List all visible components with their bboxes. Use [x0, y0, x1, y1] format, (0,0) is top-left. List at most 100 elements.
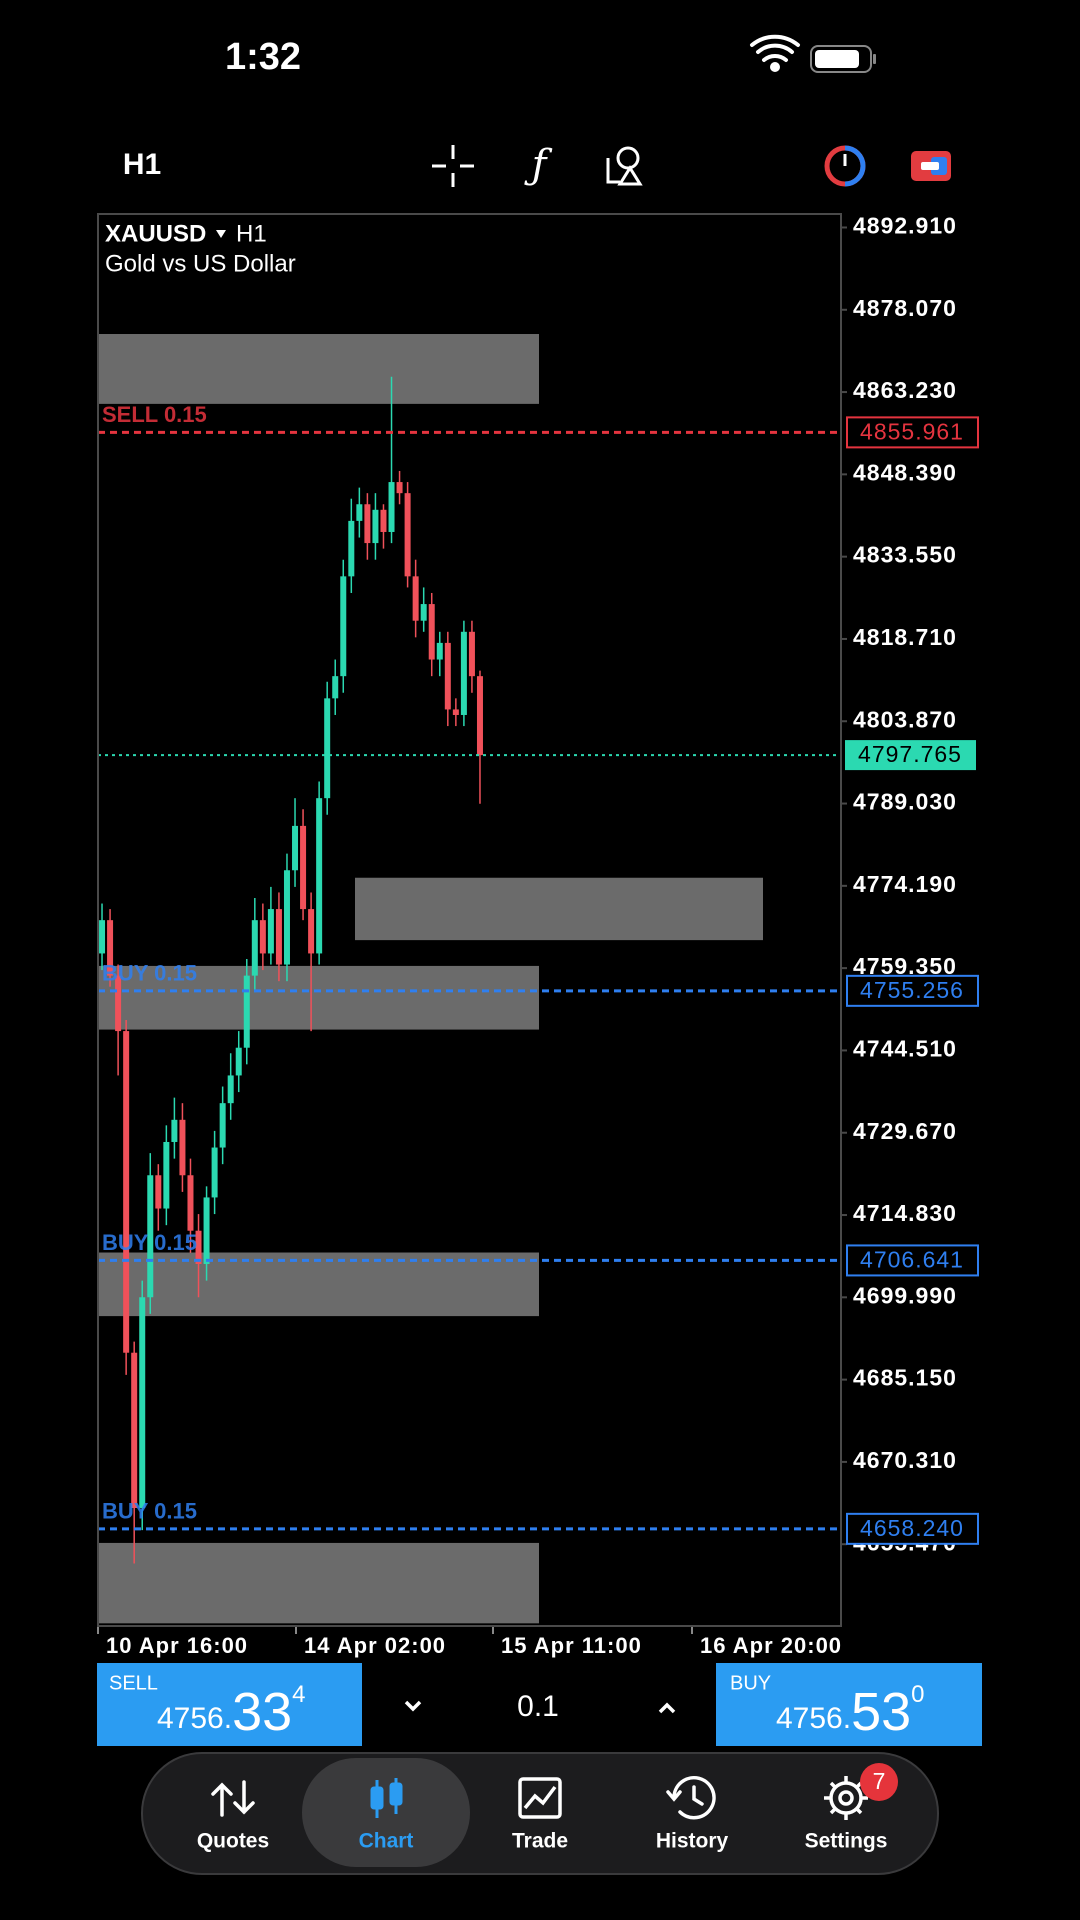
y-tick-label: 4818.710	[853, 624, 957, 650]
order-label: BUY 0.15	[102, 1499, 197, 1524]
battery-icon	[810, 45, 876, 73]
y-tick-label: 4744.510	[853, 1036, 957, 1062]
order-price-box	[846, 1512, 979, 1545]
candle-body	[388, 482, 395, 532]
order-label: BUY 0.15	[102, 1230, 197, 1255]
chart-timeframe: H1	[236, 220, 267, 247]
candle-body	[428, 604, 435, 660]
order-price-box	[846, 1244, 979, 1277]
chart-symbol[interactable]: XAUUSD	[105, 220, 206, 247]
order-label: SELL 0.15	[102, 402, 207, 427]
candle-body	[147, 1175, 154, 1298]
chart-subtitle: Gold vs US Dollar	[105, 250, 296, 277]
lot-increase[interactable]	[658, 1702, 676, 1714]
candle-body	[99, 920, 106, 954]
buy-price-main: 4756.	[776, 1702, 851, 1735]
active-tab-highlight	[302, 1758, 470, 1867]
objects-button[interactable]	[606, 146, 643, 186]
x-tick-label: 10 Apr 16:00	[106, 1633, 248, 1658]
order-price-label: 4855.961	[860, 418, 964, 444]
zone	[98, 334, 539, 404]
y-tick-label: 4670.310	[853, 1447, 957, 1473]
zone	[98, 965, 539, 1030]
candle-body	[420, 604, 427, 621]
buy-price-big: 53	[851, 1682, 911, 1742]
candle-body	[292, 825, 299, 871]
zone	[98, 1542, 539, 1624]
sell-price-main: 4756.	[157, 1702, 232, 1735]
sell-button[interactable]	[97, 1663, 362, 1746]
candle-body	[259, 920, 266, 954]
symbol-dropdown[interactable]	[216, 230, 226, 238]
candle-body	[300, 825, 307, 910]
timeframe-button[interactable]: H1	[123, 148, 161, 181]
sell-price-small: 4	[292, 1681, 305, 1708]
buy-label: BUY	[730, 1672, 771, 1694]
candle-body	[123, 1031, 130, 1353]
wifi-icon	[750, 34, 800, 72]
history-icon	[666, 1776, 716, 1820]
y-tick-label: 4729.670	[853, 1118, 957, 1144]
candle-body	[316, 798, 323, 954]
order-price-label: 4706.641	[860, 1247, 964, 1273]
current-price-label: 4797.765	[858, 741, 962, 767]
buy-button[interactable]	[716, 1663, 982, 1746]
candle-body	[227, 1075, 234, 1104]
candle-body	[372, 509, 379, 544]
settings-badge	[860, 1763, 898, 1801]
candle-body	[203, 1197, 210, 1264]
candle-body	[452, 709, 459, 715]
current-price-box	[845, 740, 976, 771]
tab-label[interactable]: Quotes	[197, 1830, 269, 1853]
candle-body	[332, 676, 339, 699]
chart-icon	[370, 1778, 403, 1818]
tab-label[interactable]: Chart	[359, 1830, 414, 1853]
quotes-icon	[211, 1780, 255, 1817]
sell-price-big: 33	[232, 1682, 292, 1742]
candle-body	[219, 1103, 226, 1148]
candle-body	[468, 631, 475, 677]
candle-body	[195, 1230, 202, 1264]
trade-mode-button[interactable]	[911, 151, 951, 181]
candle-body	[251, 920, 258, 976]
candle-body	[131, 1352, 138, 1508]
candle-body	[436, 642, 443, 660]
y-tick-label: 4789.030	[853, 789, 957, 815]
x-tick-label: 15 Apr 11:00	[501, 1633, 642, 1658]
candle-body	[283, 870, 290, 965]
candle-body	[171, 1119, 178, 1142]
tab-label[interactable]: History	[656, 1830, 729, 1853]
candle-body	[444, 642, 451, 710]
trade-icon	[518, 1777, 562, 1819]
candle-body	[380, 509, 387, 532]
tab-label[interactable]: Trade	[512, 1830, 568, 1853]
order-label: BUY 0.15	[102, 961, 197, 986]
y-tick-label: 4803.870	[853, 706, 957, 732]
candle-body	[235, 1047, 242, 1076]
candle-body	[267, 909, 274, 954]
y-tick-label: 4892.910	[853, 213, 957, 239]
sell-label: SELL	[109, 1672, 158, 1694]
status-time: 1:32	[225, 36, 301, 78]
one-click-trading-button[interactable]	[824, 145, 866, 187]
lot-decrease[interactable]	[404, 1700, 422, 1712]
y-tick-label: 4714.830	[853, 1200, 957, 1226]
buy-price: 4756.530	[776, 1681, 925, 1742]
crosshair-button[interactable]	[432, 145, 474, 187]
y-tick-label: 4878.070	[853, 295, 957, 321]
y-tick-label: 4685.150	[853, 1365, 957, 1391]
candle-body	[211, 1147, 218, 1198]
candle-body	[460, 631, 467, 715]
order-price-label: 4755.256	[860, 977, 964, 1003]
tab-label[interactable]: Settings	[805, 1830, 888, 1853]
candle-body	[115, 975, 122, 1032]
candle-body	[476, 676, 483, 756]
candle-body	[348, 520, 355, 577]
order-price-box	[846, 974, 979, 1007]
candle-body	[404, 493, 411, 577]
candle-body	[187, 1175, 194, 1231]
settings-icon	[824, 1776, 868, 1820]
lot-size[interactable]: 0.1	[517, 1690, 559, 1723]
candle-body	[308, 909, 315, 954]
